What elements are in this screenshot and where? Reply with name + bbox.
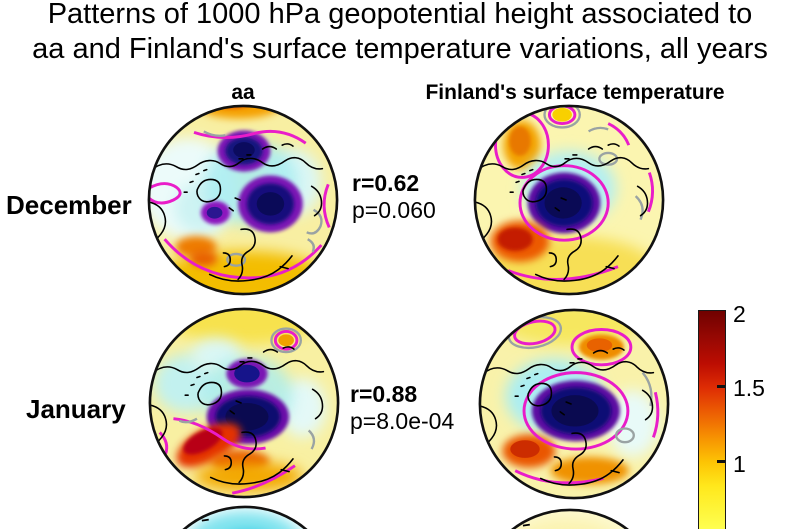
p-value-january: p=8.0e-04 xyxy=(350,408,455,434)
r-value-january: r=0.88 xyxy=(350,381,418,407)
colorbar-tick-1-5 xyxy=(717,385,725,388)
colorbar-label-1: 1 xyxy=(733,451,746,477)
figure-title-line2: aa and Finland's surface temperature var… xyxy=(32,33,768,65)
figure-title-line1: Patterns of 1000 hPa geopotential height… xyxy=(47,0,753,30)
column-header-finland-temperature: Finland's surface temperature xyxy=(425,81,725,104)
p-value-december: p=0.060 xyxy=(352,197,436,223)
stats-december: r=0.62 p=0.060 xyxy=(352,170,436,224)
stats-january: r=0.88 p=8.0e-04 xyxy=(350,381,454,435)
map-december-finland-temperature xyxy=(473,104,665,296)
colorbar xyxy=(698,310,726,529)
map-row3-aa-partial xyxy=(147,503,343,529)
map-january-aa xyxy=(148,307,340,499)
map-december-aa xyxy=(147,104,339,296)
figure-title: Patterns of 1000 hPa geopotential height… xyxy=(0,0,800,67)
row-label-january: January xyxy=(26,394,126,424)
map-january-finland-temperature xyxy=(478,308,670,500)
column-header-aa: aa xyxy=(231,81,255,104)
colorbar-tick-1 xyxy=(717,460,725,463)
colorbar-label-2: 2 xyxy=(733,301,746,327)
map-row3-finland-partial xyxy=(472,506,668,529)
colorbar-label-1-5: 1.5 xyxy=(733,375,765,401)
row-label-december: December xyxy=(6,190,132,220)
r-value-december: r=0.62 xyxy=(352,170,420,196)
